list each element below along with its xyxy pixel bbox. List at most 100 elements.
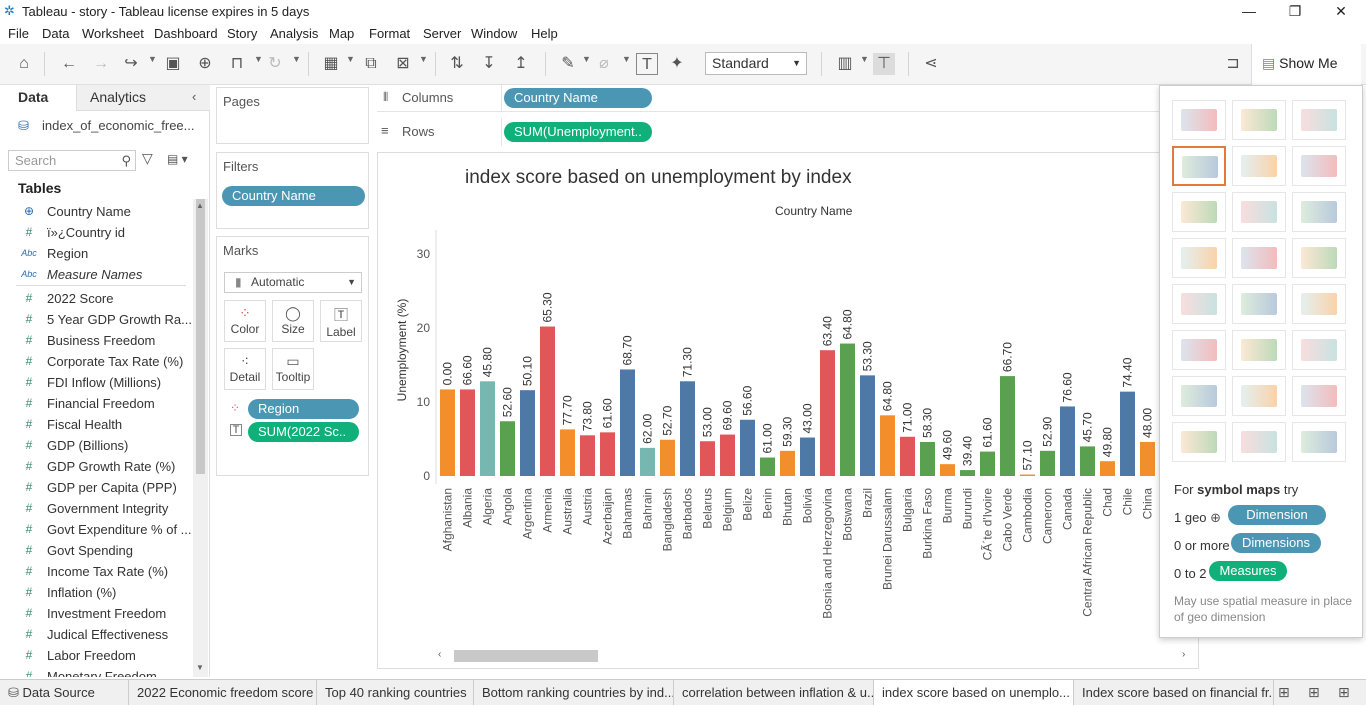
chart-type-heat-map-icon[interactable] — [1232, 100, 1286, 140]
chart-type-packed-bubbles-icon[interactable] — [1292, 422, 1346, 462]
tab-sheet[interactable]: correlation between inflation & u... — [674, 680, 874, 705]
field-item[interactable]: ⊕ Country Name — [0, 201, 192, 222]
scroll-down-icon[interactable]: ▼ — [196, 663, 204, 672]
field-item[interactable]: # FDI Inflow (Millions) — [0, 372, 192, 393]
new-story-icon[interactable]: ⊞ — [1338, 684, 1350, 700]
minimize-icon[interactable]: — — [1242, 3, 1256, 19]
datasource-name[interactable]: index_of_economic_free... — [42, 118, 195, 133]
filter-fields-icon[interactable]: ▽ — [142, 150, 153, 166]
pages-card[interactable]: Pages — [216, 87, 369, 144]
field-item[interactable]: # Inflation (%) — [0, 582, 192, 603]
field-item[interactable]: # Govt Spending — [0, 540, 192, 561]
field-item[interactable]: # Fiscal Health — [0, 414, 192, 435]
field-item[interactable]: # GDP Growth Rate (%) — [0, 456, 192, 477]
chart-type-symbol-map-icon[interactable] — [1172, 146, 1226, 186]
chart-type-side-by-side-circles-icon[interactable] — [1292, 238, 1346, 278]
presentation-mode-icon[interactable]: ⊤ — [873, 53, 895, 75]
sort-ascending-icon[interactable]: ↧ — [482, 55, 496, 72]
chart-type-pie-chart-icon[interactable] — [1292, 146, 1346, 186]
field-item[interactable]: Abc Region — [0, 243, 192, 264]
chart-type-bullet-graph-icon[interactable] — [1232, 422, 1286, 462]
undo-icon[interactable]: ← — [61, 55, 77, 72]
chevron-down-icon[interactable]: ▼ — [346, 54, 355, 64]
chevron-down-icon[interactable]: ▼ — [582, 54, 591, 64]
chevron-down-icon[interactable]: ▼ — [254, 54, 263, 64]
chevron-down-icon[interactable]: ▼ — [622, 54, 631, 64]
menu-worksheet[interactable]: Worksheet — [82, 26, 144, 41]
field-item[interactable]: # Income Tax Rate (%) — [0, 561, 192, 582]
home-icon[interactable]: ⌂ — [19, 55, 29, 72]
tab-sheet-active[interactable]: index score based on unemplo... — [874, 680, 1074, 705]
chart-type-histogram-icon[interactable] — [1232, 376, 1286, 416]
field-item[interactable]: # GDP (Billions) — [0, 435, 192, 456]
field-item[interactable]: # ï»¿Country id — [0, 222, 192, 243]
show-mark-labels-icon[interactable]: T — [636, 53, 658, 75]
chart-type-treemap-icon[interactable] — [1172, 238, 1226, 278]
marks-label-button[interactable]: 🅃 Label — [320, 300, 362, 342]
menu-map[interactable]: Map — [329, 26, 355, 41]
pause-updates-icon[interactable]: ⊓ — [230, 55, 244, 72]
group-members-icon[interactable]: ⌀ — [599, 55, 609, 72]
menu-help[interactable]: Help — [531, 26, 558, 41]
field-item[interactable]: # Judical Effectiveness — [0, 624, 192, 645]
field-item[interactable]: # Labor Freedom — [0, 645, 192, 666]
chevron-down-icon[interactable]: ▼ — [292, 54, 301, 64]
field-item[interactable]: # Investment Freedom — [0, 603, 192, 624]
view-data-icon[interactable]: ▤ ▾ — [167, 152, 188, 166]
menu-server[interactable]: Server — [423, 26, 462, 41]
marks-color-button[interactable]: ⁘ Color — [224, 300, 266, 342]
tab-data-source[interactable]: ⛁ Data Source — [0, 680, 129, 705]
tab-sheet[interactable]: Top 40 ranking countries — [317, 680, 474, 705]
marks-tooltip-button[interactable]: ▭ Tooltip — [272, 348, 314, 390]
field-item[interactable]: # GDP per Capita (PPP) — [0, 477, 192, 498]
show-cards-icon[interactable]: ▥ — [837, 55, 853, 72]
chart-type-dual-lines-icon[interactable] — [1292, 284, 1346, 324]
rows-pill-unemployment[interactable]: SUM(Unemployment.. — [504, 122, 652, 142]
search-input[interactable]: Search ⚲ — [8, 150, 136, 171]
close-icon[interactable]: ✕ — [1335, 3, 1347, 19]
chart-type-area-discrete-icon[interactable] — [1232, 330, 1286, 370]
menu-format[interactable]: Format — [369, 26, 411, 41]
field-item[interactable]: Abc Measure Names — [0, 264, 192, 285]
refresh-icon[interactable]: ↻ — [268, 55, 282, 72]
duplicate-sheet-icon[interactable]: ⧉ — [365, 55, 377, 72]
scrollbar-thumb[interactable] — [454, 650, 598, 662]
sort-descending-icon[interactable]: ↥ — [514, 55, 528, 72]
field-item[interactable]: # Financial Freedom — [0, 393, 192, 414]
chart-type-side-by-side-bars-icon[interactable] — [1292, 192, 1346, 232]
menu-story[interactable]: Story — [227, 26, 258, 41]
save-icon[interactable]: ▣ — [165, 55, 181, 72]
chart-type-discrete-lines-icon[interactable] — [1232, 284, 1286, 324]
chart-type-stacked-bars-icon[interactable] — [1232, 192, 1286, 232]
chevron-down-icon[interactable]: ▼ — [419, 54, 428, 64]
tab-sheet[interactable]: 2022 Economic freedom score — [129, 680, 317, 705]
rows-shelf[interactable]: ≡ Rows SUM(Unemployment.. — [377, 118, 1199, 146]
chart-type-filled-map-icon[interactable] — [1232, 146, 1286, 186]
chart-type-scatter-plot-icon[interactable] — [1172, 376, 1226, 416]
columns-shelf[interactable]: ⦀ Columns Country Name — [377, 85, 1199, 112]
field-item[interactable]: # Corporate Tax Rate (%) — [0, 351, 192, 372]
menu-dashboard[interactable]: Dashboard — [154, 26, 218, 41]
mark-type-select[interactable]: ▮ Automatic ▼ — [224, 272, 362, 293]
marks-size-button[interactable]: ◯ Size — [272, 300, 314, 342]
swap-rows-columns-icon[interactable]: ⇅ — [450, 55, 464, 72]
new-datasource-icon[interactable]: ⊕ — [198, 55, 212, 72]
chart-type-gantt-chart-icon[interactable] — [1172, 422, 1226, 462]
chevron-down-icon[interactable]: ▼ — [148, 54, 157, 64]
new-dashboard-icon[interactable]: ⊞ — [1308, 684, 1320, 700]
menu-file[interactable]: File — [8, 26, 29, 41]
fix-axes-icon[interactable]: ✦ — [670, 55, 684, 72]
menu-analysis[interactable]: Analysis — [270, 26, 319, 41]
menu-window[interactable]: Window — [471, 26, 518, 41]
field-item[interactable]: # Business Freedom — [0, 330, 192, 351]
chart-type-horizontal-bars-icon[interactable] — [1172, 192, 1226, 232]
field-item[interactable]: # Govt Expenditure % of ... — [0, 519, 192, 540]
field-item[interactable]: # Monetary Freedom — [0, 666, 192, 677]
new-worksheet-icon[interactable]: ⊞ — [1278, 684, 1290, 700]
fit-mode-select[interactable]: Standard ▼ — [705, 52, 807, 75]
marks-pill-score[interactable]: SUM(2022 Sc.. — [248, 422, 359, 442]
chart-type-continuous-lines-icon[interactable] — [1172, 284, 1226, 324]
replay-icon[interactable]: ↪ — [124, 55, 138, 72]
menu-data[interactable]: Data — [42, 26, 70, 41]
chart-type-dual-combination-icon[interactable] — [1292, 330, 1346, 370]
